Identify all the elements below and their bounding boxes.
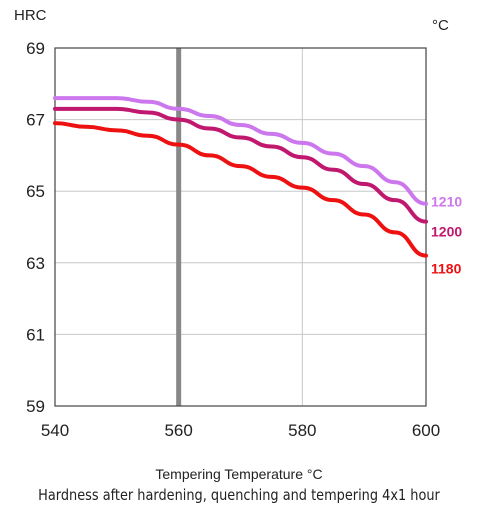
series-line-1200	[53, 106, 428, 224]
series-unit-label: °C	[432, 17, 449, 34]
y-tick-label-69: 69	[26, 39, 45, 58]
grid	[54, 47, 427, 407]
y-tick-label-65: 65	[26, 182, 45, 201]
y-tick-label-67: 67	[26, 111, 45, 130]
series-line-1210	[53, 96, 428, 206]
x-tick-labels: 540 560 580 600	[41, 421, 440, 440]
plot-frame	[54, 47, 427, 407]
series-label-1180: 1180	[431, 261, 462, 277]
x-tick-label-560: 560	[164, 421, 192, 440]
y-tick-label-63: 63	[26, 254, 45, 273]
x-axis-label: Tempering Temperature °C	[155, 466, 323, 482]
y-tick-labels: 59 61 63 65 67 69	[26, 39, 45, 416]
x-tick-label-540: 540	[41, 421, 69, 440]
series-layer	[53, 96, 428, 258]
x-tick-label-600: 600	[412, 421, 440, 440]
y-tick-label-59: 59	[26, 397, 45, 416]
x-tick-label-580: 580	[288, 421, 316, 440]
chart-caption: Hardness after hardening, quenching and …	[38, 486, 440, 504]
series-label-1200: 1200	[431, 224, 462, 240]
y-tick-label-61: 61	[26, 325, 45, 344]
series-label-1210: 1210	[431, 194, 462, 210]
series-labels: 1210 1200 1180	[431, 194, 462, 277]
y-unit-label: HRC	[14, 7, 47, 24]
series-line-1180	[53, 121, 428, 258]
